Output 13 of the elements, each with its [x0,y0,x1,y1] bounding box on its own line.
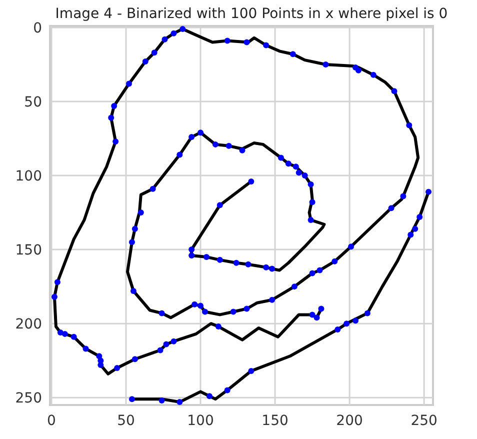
x-tick-label: 0 [47,413,56,429]
x-tick-label: 50 [117,413,135,429]
y-tick-label: 150 [15,242,42,258]
x-tick-label: 250 [410,413,438,429]
y-tick-label: 50 [24,94,42,110]
chart-title: Image 4 - Binarized with 100 Points in x where pixel is 0 [55,6,448,22]
y-tick-label: 250 [15,390,42,406]
y-tick-label: 0 [33,20,42,36]
y-tick-label: 200 [15,316,42,332]
y-tick-label: 100 [15,168,42,184]
x-tick-label: 100 [187,413,214,429]
x-tick-label: 200 [336,413,363,429]
x-tick-label: 150 [262,413,288,429]
